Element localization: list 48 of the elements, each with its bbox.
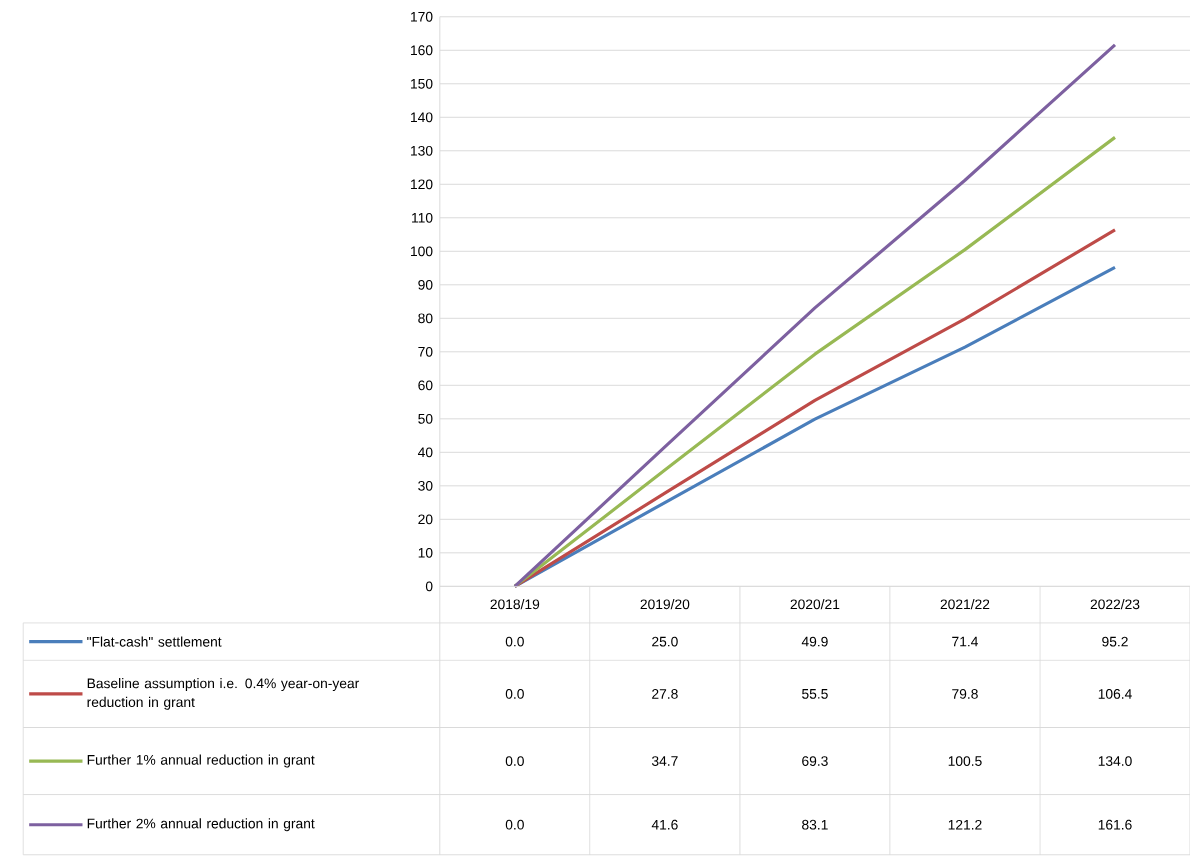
y-tick-label: 0: [425, 581, 433, 592]
x-tick-label: 2018/19: [490, 599, 540, 610]
data-label: 27.8: [652, 689, 678, 699]
data-label: 0.0: [505, 819, 524, 830]
data-label: 0.0: [505, 756, 524, 767]
legend-label: Baseline assumption i.e. 0.4% year-on-year reduction in grant: [87, 678, 360, 710]
data-label: 0.0: [505, 636, 524, 647]
y-tick-label: 140: [411, 112, 433, 123]
y-tick-label: 30: [418, 481, 433, 491]
legend-label: "Flat-cash" settlement: [87, 636, 222, 647]
y-tick-label: 90: [418, 279, 433, 290]
line-series: [513, 43, 1117, 589]
data-label: 95.2: [1102, 636, 1128, 647]
y-tick-label: 70: [418, 347, 433, 357]
y-tick-label: 80: [418, 313, 433, 324]
data-label: 25.0: [652, 636, 678, 647]
data-label: 100.5: [948, 756, 982, 767]
y-tick-label: 10: [418, 548, 433, 558]
data-label: 106.4: [1098, 689, 1132, 699]
data-label: 83.1: [802, 819, 828, 830]
y-tick-label: 170: [411, 11, 433, 22]
data-label: 41.6: [651, 819, 678, 830]
y-tick-label: 100: [411, 246, 433, 257]
data-label: 79.8: [952, 689, 978, 699]
x-tick-label: 2020/21: [790, 599, 840, 610]
legend-label: Further 1% annual reduction in grant: [87, 754, 315, 768]
data-label: 0.0: [505, 689, 524, 699]
y-tick-label: 160: [411, 45, 433, 56]
y-tick-label: 120: [411, 179, 433, 190]
y-tick-label: 50: [418, 414, 433, 424]
x-tick-label: 2022/23: [1090, 599, 1140, 610]
y-tick-label: 20: [418, 514, 433, 525]
data-label: 71.4: [952, 636, 978, 647]
y-tick-label: 110: [412, 212, 433, 223]
y-tick-label: 150: [411, 78, 433, 89]
x-tick-label: 2021/22: [940, 599, 990, 610]
data-label: 69.3: [802, 756, 828, 767]
y-tick-label: 130: [411, 145, 433, 156]
data-label: 121.2: [948, 819, 982, 830]
data-label: 55.5: [802, 689, 828, 699]
y-tick-label: 60: [418, 380, 433, 391]
data-label: 49.9: [801, 636, 828, 647]
x-tick-label: 2019/20: [640, 599, 690, 610]
data-label: 161.6: [1098, 819, 1132, 830]
data-label: 34.7: [651, 756, 678, 767]
y-tick-label: 40: [417, 447, 433, 458]
legend-label: Further 2% annual reduction in grant: [87, 818, 315, 832]
data-label: 134.0: [1098, 756, 1132, 767]
